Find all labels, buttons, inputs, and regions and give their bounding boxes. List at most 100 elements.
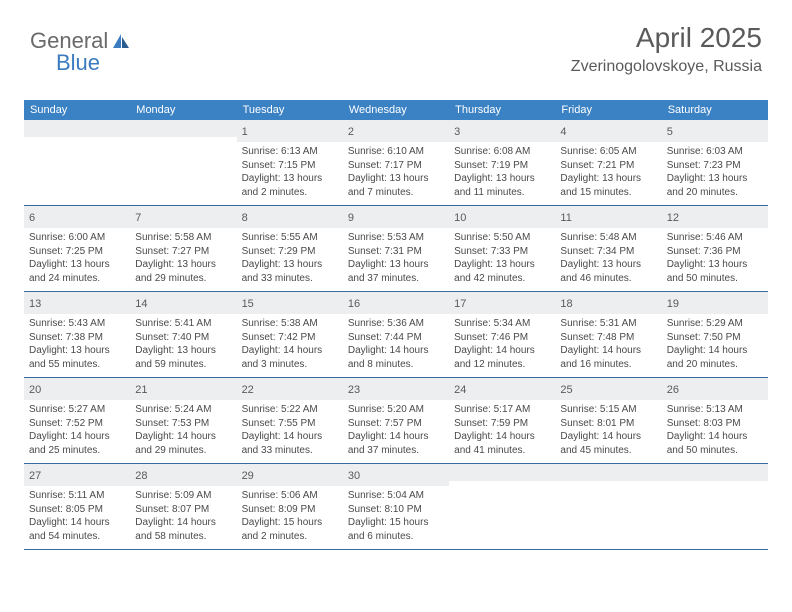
day-info-line: and 50 minutes. bbox=[667, 444, 763, 458]
day-info-line: Daylight: 13 hours bbox=[135, 258, 231, 272]
weekday-header: Wednesday bbox=[343, 100, 449, 120]
day-cell: 7Sunrise: 5:58 AMSunset: 7:27 PMDaylight… bbox=[130, 206, 236, 291]
day-info-line: Sunrise: 5:06 AM bbox=[242, 489, 338, 503]
day-info-line: and 50 minutes. bbox=[667, 272, 763, 286]
day-info-line: Daylight: 13 hours bbox=[242, 172, 338, 186]
day-info-line: and 6 minutes. bbox=[348, 530, 444, 544]
day-info-line: Daylight: 13 hours bbox=[454, 172, 550, 186]
day-number-row: 26 bbox=[662, 378, 768, 400]
day-cell: 8Sunrise: 5:55 AMSunset: 7:29 PMDaylight… bbox=[237, 206, 343, 291]
weekday-header-row: SundayMondayTuesdayWednesdayThursdayFrid… bbox=[24, 100, 768, 120]
day-cell: 15Sunrise: 5:38 AMSunset: 7:42 PMDayligh… bbox=[237, 292, 343, 377]
day-info-line: Daylight: 13 hours bbox=[560, 172, 656, 186]
day-number: 12 bbox=[667, 212, 679, 224]
day-number: 8 bbox=[242, 212, 248, 224]
day-number-row: 1 bbox=[237, 120, 343, 142]
day-info-line: Sunset: 7:17 PM bbox=[348, 159, 444, 173]
day-cell: 21Sunrise: 5:24 AMSunset: 7:53 PMDayligh… bbox=[130, 378, 236, 463]
day-cell: 27Sunrise: 5:11 AMSunset: 8:05 PMDayligh… bbox=[24, 464, 130, 549]
day-cell: 16Sunrise: 5:36 AMSunset: 7:44 PMDayligh… bbox=[343, 292, 449, 377]
day-cell: 19Sunrise: 5:29 AMSunset: 7:50 PMDayligh… bbox=[662, 292, 768, 377]
day-number-row: 21 bbox=[130, 378, 236, 400]
day-number: 6 bbox=[29, 212, 35, 224]
day-number-row: 27 bbox=[24, 464, 130, 486]
day-info-line: and 15 minutes. bbox=[560, 186, 656, 200]
weekday-header: Monday bbox=[130, 100, 236, 120]
day-cell bbox=[130, 120, 236, 205]
day-info-line: Sunrise: 5:17 AM bbox=[454, 403, 550, 417]
day-info-line: Sunrise: 5:09 AM bbox=[135, 489, 231, 503]
day-number: 7 bbox=[135, 212, 141, 224]
day-number: 25 bbox=[560, 384, 572, 396]
day-number: 3 bbox=[454, 126, 460, 138]
day-info-line: Daylight: 13 hours bbox=[348, 258, 444, 272]
day-cell: 9Sunrise: 5:53 AMSunset: 7:31 PMDaylight… bbox=[343, 206, 449, 291]
empty-day-number-row bbox=[555, 464, 661, 481]
day-number: 11 bbox=[560, 212, 571, 224]
location: Zverinogolovskoye, Russia bbox=[571, 58, 762, 76]
day-info-line: Sunset: 7:25 PM bbox=[29, 245, 125, 259]
day-info-line: Daylight: 14 hours bbox=[348, 344, 444, 358]
day-info-line: Daylight: 13 hours bbox=[454, 258, 550, 272]
weekday-header: Saturday bbox=[662, 100, 768, 120]
day-info-line: Sunset: 7:21 PM bbox=[560, 159, 656, 173]
day-info-line: Sunset: 7:48 PM bbox=[560, 331, 656, 345]
day-info-line: and 41 minutes. bbox=[454, 444, 550, 458]
day-number-row: 3 bbox=[449, 120, 555, 142]
day-cell: 12Sunrise: 5:46 AMSunset: 7:36 PMDayligh… bbox=[662, 206, 768, 291]
day-info-line: Sunrise: 5:43 AM bbox=[29, 317, 125, 331]
day-number-row: 19 bbox=[662, 292, 768, 314]
day-info-line: and 46 minutes. bbox=[560, 272, 656, 286]
day-cell: 24Sunrise: 5:17 AMSunset: 7:59 PMDayligh… bbox=[449, 378, 555, 463]
day-info-line: Sunrise: 6:08 AM bbox=[454, 145, 550, 159]
weekday-header: Thursday bbox=[449, 100, 555, 120]
day-number: 13 bbox=[29, 298, 41, 310]
day-number-row: 20 bbox=[24, 378, 130, 400]
day-info-line: Daylight: 14 hours bbox=[135, 430, 231, 444]
day-number: 27 bbox=[29, 470, 41, 482]
logo-sail-icon bbox=[111, 32, 131, 50]
day-info-line: Sunrise: 5:41 AM bbox=[135, 317, 231, 331]
day-info-line: Sunset: 8:01 PM bbox=[560, 417, 656, 431]
day-info-line: Sunrise: 6:03 AM bbox=[667, 145, 763, 159]
day-info-line: Sunrise: 5:13 AM bbox=[667, 403, 763, 417]
day-number-row: 13 bbox=[24, 292, 130, 314]
day-info-line: Daylight: 14 hours bbox=[667, 430, 763, 444]
day-info-line: Daylight: 14 hours bbox=[560, 344, 656, 358]
day-number: 16 bbox=[348, 298, 360, 310]
day-number-row: 30 bbox=[343, 464, 449, 486]
day-number: 28 bbox=[135, 470, 147, 482]
day-cell: 13Sunrise: 5:43 AMSunset: 7:38 PMDayligh… bbox=[24, 292, 130, 377]
logo-text-2: Blue bbox=[56, 50, 100, 76]
day-number-row: 5 bbox=[662, 120, 768, 142]
day-info-line: and 37 minutes. bbox=[348, 272, 444, 286]
day-cell: 6Sunrise: 6:00 AMSunset: 7:25 PMDaylight… bbox=[24, 206, 130, 291]
day-number-row: 2 bbox=[343, 120, 449, 142]
day-number: 15 bbox=[242, 298, 254, 310]
day-info-line: Sunset: 7:50 PM bbox=[667, 331, 763, 345]
day-info-line: and 29 minutes. bbox=[135, 444, 231, 458]
day-number: 20 bbox=[29, 384, 41, 396]
day-info-line: and 20 minutes. bbox=[667, 358, 763, 372]
day-info-line: Sunset: 7:52 PM bbox=[29, 417, 125, 431]
day-cell bbox=[662, 464, 768, 549]
day-number-row: 14 bbox=[130, 292, 236, 314]
day-info-line: Sunrise: 5:15 AM bbox=[560, 403, 656, 417]
day-info-line: Sunset: 7:27 PM bbox=[135, 245, 231, 259]
day-number-row: 16 bbox=[343, 292, 449, 314]
day-number: 2 bbox=[348, 126, 354, 138]
day-info-line: Sunset: 7:31 PM bbox=[348, 245, 444, 259]
day-info-line: Daylight: 14 hours bbox=[29, 516, 125, 530]
day-info-line: Sunset: 8:10 PM bbox=[348, 503, 444, 517]
day-info-line: Sunset: 7:15 PM bbox=[242, 159, 338, 173]
day-number: 5 bbox=[667, 126, 673, 138]
day-info-line: Sunrise: 5:29 AM bbox=[667, 317, 763, 331]
week-row: 20Sunrise: 5:27 AMSunset: 7:52 PMDayligh… bbox=[24, 378, 768, 464]
day-info-line: Sunset: 7:59 PM bbox=[454, 417, 550, 431]
day-number-row: 18 bbox=[555, 292, 661, 314]
day-cell: 3Sunrise: 6:08 AMSunset: 7:19 PMDaylight… bbox=[449, 120, 555, 205]
day-number-row: 25 bbox=[555, 378, 661, 400]
day-number-row: 17 bbox=[449, 292, 555, 314]
day-cell bbox=[555, 464, 661, 549]
day-info-line: Daylight: 13 hours bbox=[29, 258, 125, 272]
